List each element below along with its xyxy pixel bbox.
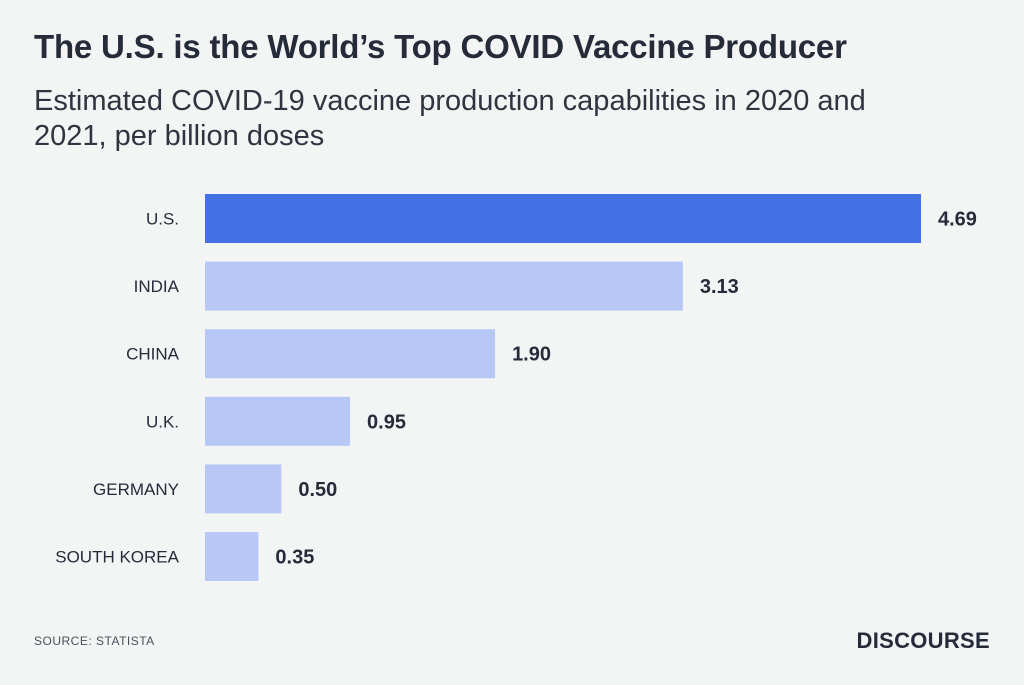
category-label: SOUTH KOREA xyxy=(55,548,179,567)
value-label: 0.50 xyxy=(298,479,337,501)
value-label: 3.13 xyxy=(700,276,739,298)
category-label: U.S. xyxy=(146,210,179,229)
category-label: INDIA xyxy=(134,277,180,296)
bar xyxy=(205,329,496,379)
category-label: U.K. xyxy=(146,412,179,431)
value-label: 1.90 xyxy=(512,344,551,366)
bar-chart: U.S. 4.69 INDIA 3.13 CHINA 1.90 U.K. 0.95 GERMAN… xyxy=(55,194,977,581)
chart-title: The U.S. is the World’s Top COVID Vaccin… xyxy=(34,28,847,65)
source-note: SOURCE: STATISTA xyxy=(34,634,155,648)
chart-subtitle: Estimated COVID-19 vaccine production ca… xyxy=(34,85,866,152)
bar xyxy=(205,261,683,311)
bar xyxy=(205,532,259,581)
brand-logo: DISCOURSE xyxy=(856,628,990,653)
bar xyxy=(205,194,921,243)
bar xyxy=(205,396,351,446)
value-label: 0.95 xyxy=(367,411,406,433)
category-label: GERMANY xyxy=(93,480,179,499)
value-label: 0.35 xyxy=(275,547,314,569)
category-label: CHINA xyxy=(126,345,180,364)
bar xyxy=(205,464,282,514)
value-label: 4.69 xyxy=(938,209,977,231)
